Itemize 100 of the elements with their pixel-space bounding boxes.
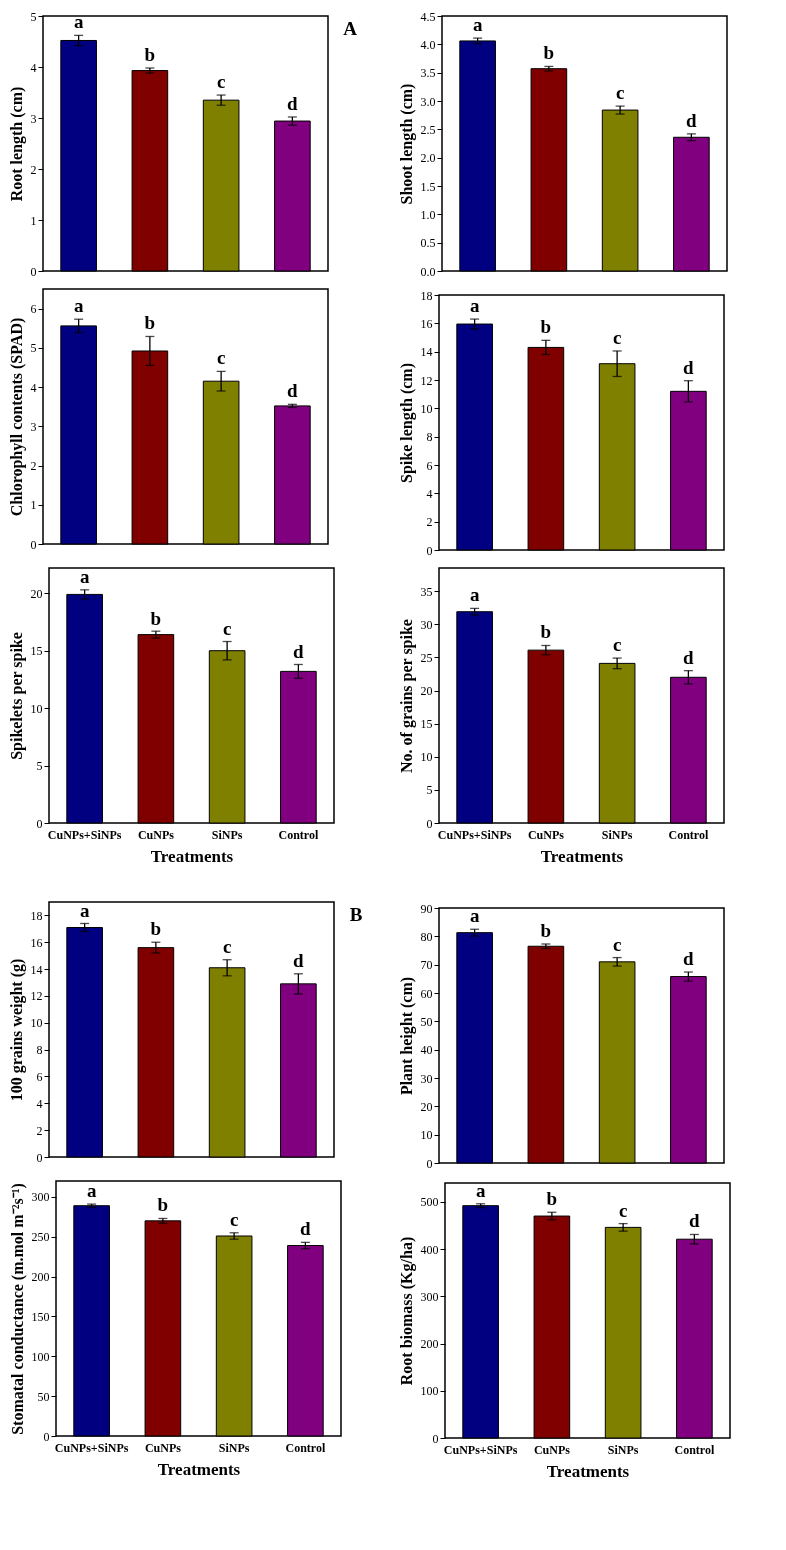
annotation: c [612, 933, 622, 955]
y-axis-title: Chlorophyll contents (SPAD) [7, 317, 26, 517]
annotation: b [150, 918, 162, 940]
y-tick-label: 20 [30, 586, 43, 601]
y-tick-label: 20 [420, 684, 433, 699]
annotation: a [79, 566, 90, 588]
x-tick-label: Control [674, 1442, 715, 1457]
y-tick-label: 0.0 [420, 264, 436, 279]
y-tick-label: 6 [30, 302, 37, 317]
annotation: b [157, 1194, 169, 1216]
y-tick-label: 0 [30, 264, 37, 279]
y-tick-label: 30 [420, 617, 433, 632]
y-tick-label: 5 [426, 783, 433, 798]
y-tick-label: 0 [432, 1431, 439, 1446]
y-tick-label: 8 [426, 430, 433, 445]
y-tick-label: 14 [420, 345, 433, 360]
y-tick-label: 10 [30, 701, 43, 716]
x-tick-label: Control [668, 827, 709, 842]
y-tick-label: 500 [420, 1195, 439, 1210]
y-tick-label: 4.0 [420, 37, 436, 52]
annotation: c [615, 82, 625, 104]
y-tick-label: 1 [30, 213, 37, 228]
annotation: a [79, 900, 90, 922]
annotation: b [546, 1188, 558, 1210]
y-tick-label: 3 [30, 419, 37, 434]
y-tick-label: 0 [426, 1156, 433, 1171]
y-tick-label: 5 [30, 9, 37, 24]
y-tick-label: 2.5 [420, 122, 436, 137]
annotation: b [540, 621, 552, 643]
annotation: d [683, 948, 695, 970]
annotation: a [472, 14, 483, 36]
y-tick-label: 300 [420, 1289, 439, 1304]
y-tick-label: 40 [420, 1043, 433, 1058]
y-axis-title: Stomatal conductance (m.mol m⁻²s⁻¹) [8, 1183, 27, 1435]
y-axis-title: 100 grains weight (g) [7, 958, 26, 1102]
y-tick-label: 2 [426, 515, 433, 530]
y-tick-label: 100 [420, 1384, 439, 1399]
x-tick-label: SiNPs [607, 1442, 639, 1457]
annotation: a [73, 295, 84, 317]
annotation: b [540, 316, 552, 338]
annotation: d [293, 641, 305, 663]
x-tick-label: SiNPs [601, 827, 633, 842]
y-tick-label: 1 [30, 498, 37, 513]
x-tick-label: SiNPs [211, 827, 243, 842]
annotation: d [683, 356, 695, 378]
x-tick-label: CuNPs+SiNPs [54, 1440, 129, 1455]
y-tick-label: 70 [420, 958, 433, 973]
y-tick-label: 0 [36, 816, 43, 831]
annotation: a [475, 1179, 486, 1201]
y-tick-label: 250 [31, 1230, 50, 1245]
x-tick-label: Control [278, 827, 319, 842]
y-tick-label: 60 [420, 986, 433, 1001]
annotation: a [469, 905, 480, 927]
y-tick-label: 0 [30, 537, 37, 552]
x-tick-label: Control [285, 1440, 326, 1455]
annotation: c [222, 936, 232, 958]
annotation: b [540, 919, 552, 941]
y-axis-title: Root length (cm) [7, 86, 26, 202]
y-tick-label: 2 [36, 1123, 43, 1138]
y-tick-label: 90 [420, 901, 433, 916]
x-tick-label: CuNPs [137, 827, 175, 842]
y-tick-label: 4 [30, 380, 37, 395]
annotation: b [144, 312, 156, 334]
y-tick-label: 1.5 [420, 179, 436, 194]
y-tick-label: 0 [426, 543, 433, 558]
y-tick-label: 12 [30, 989, 43, 1004]
y-tick-label: 3.0 [420, 94, 436, 109]
annotation: b [543, 42, 555, 64]
y-tick-label: 18 [420, 288, 433, 303]
annotation: b [150, 607, 162, 629]
x-tick-label: CuNPs [144, 1440, 182, 1455]
y-tick-label: 400 [420, 1242, 439, 1257]
annotation: d [300, 1218, 312, 1240]
y-tick-label: 16 [420, 316, 433, 331]
y-tick-label: 100 [31, 1349, 50, 1364]
y-tick-label: 14 [30, 962, 43, 977]
annotation: d [683, 646, 695, 668]
y-tick-label: 150 [31, 1309, 50, 1324]
y-tick-label: 0 [36, 1150, 43, 1165]
y-tick-label: 15 [30, 644, 43, 659]
y-tick-label: 300 [31, 1190, 50, 1205]
text: A [343, 18, 358, 39]
y-tick-label: 1.0 [420, 207, 436, 222]
y-tick-label: 80 [420, 929, 433, 944]
x-axis-title: Treatments [157, 1459, 241, 1479]
y-tick-label: 200 [31, 1270, 50, 1285]
annotation: c [612, 634, 622, 656]
annotation: c [612, 326, 622, 348]
y-tick-label: 25 [420, 650, 433, 665]
y-tick-label: 50 [420, 1014, 433, 1029]
annotation: d [293, 949, 305, 971]
y-tick-label: 3 [30, 111, 37, 126]
y-tick-label: 3.5 [420, 66, 436, 81]
y-tick-label: 12 [420, 373, 433, 388]
y-tick-label: 4.5 [420, 9, 436, 24]
annotation: a [469, 295, 480, 317]
y-tick-label: 16 [30, 935, 43, 950]
y-tick-label: 4 [30, 60, 37, 75]
x-tick-label: CuNPs+SiNPs [437, 827, 512, 842]
y-axis-title: Root biomass (Kg/ha) [397, 1236, 416, 1386]
